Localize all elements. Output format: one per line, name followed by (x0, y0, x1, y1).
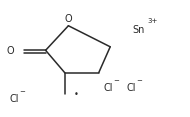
Text: Cl: Cl (10, 94, 19, 104)
Text: O: O (65, 14, 72, 24)
Text: •: • (74, 90, 78, 99)
Text: −: − (114, 78, 120, 84)
Text: O: O (7, 46, 14, 56)
Text: −: − (20, 89, 25, 95)
Text: Cl: Cl (104, 83, 113, 93)
Text: 3+: 3+ (147, 18, 158, 24)
Text: −: − (136, 78, 142, 84)
Text: Sn: Sn (132, 25, 144, 35)
Text: Cl: Cl (126, 83, 136, 93)
